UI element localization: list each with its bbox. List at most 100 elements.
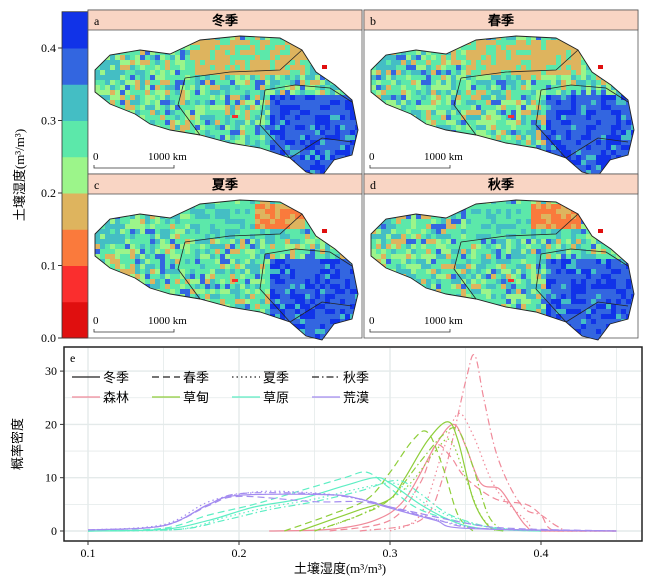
x-tick-label: 0.4 bbox=[534, 546, 549, 560]
region-boundary bbox=[177, 77, 201, 136]
region-boundary bbox=[540, 84, 629, 103]
legend-season-label: 冬季 bbox=[103, 370, 129, 385]
scale-bar-zero: 0 bbox=[369, 315, 375, 327]
chart-panel-letter: e bbox=[70, 351, 75, 365]
map-header bbox=[363, 173, 639, 195]
density-curve bbox=[314, 426, 504, 532]
region-boundary bbox=[289, 301, 353, 323]
region-boundary bbox=[264, 84, 353, 103]
map-season-title: 春季 bbox=[487, 13, 514, 28]
colorbar-tick-label: 0.4 bbox=[41, 41, 56, 55]
legend-season-label: 春季 bbox=[183, 370, 209, 385]
map-panel-letter: b bbox=[370, 14, 376, 28]
y-tick-label: 30 bbox=[45, 364, 57, 378]
colorbar-bin bbox=[62, 301, 88, 339]
density-curve bbox=[284, 430, 474, 532]
legend-cover-label: 草原 bbox=[263, 390, 289, 405]
map-panel-a: a 冬季 0 1000 km bbox=[87, 9, 363, 177]
x-tick-label: 0.3 bbox=[383, 546, 398, 560]
colorbar-bin bbox=[62, 84, 88, 121]
density-curves bbox=[87, 354, 617, 532]
dry-spot bbox=[322, 229, 327, 233]
colorbar-label: 土壤湿度(m³/m³) bbox=[12, 129, 27, 221]
plateau-outline bbox=[94, 199, 359, 341]
map-header bbox=[87, 173, 363, 195]
colorbar-tick-label: 0.0 bbox=[41, 331, 56, 345]
legend-cover-label: 森林 bbox=[103, 390, 129, 405]
region-boundary bbox=[184, 49, 303, 79]
colorbar-bin bbox=[62, 11, 88, 49]
map-panel-c: c 夏季 0 1000 km bbox=[87, 173, 363, 341]
colorbar: 0.0 0.1 0.2 0.3 0.4 bbox=[41, 11, 89, 345]
map-header bbox=[87, 9, 363, 31]
region-boundary bbox=[453, 241, 477, 300]
colorbar-bin bbox=[62, 229, 88, 266]
density-curve bbox=[87, 477, 542, 532]
scale-bar-label: 1000 km bbox=[424, 315, 463, 327]
region-boundary bbox=[259, 253, 291, 323]
scale-bar bbox=[369, 329, 451, 333]
plateau-outline bbox=[370, 35, 635, 177]
scale-bar-zero: 0 bbox=[93, 151, 99, 163]
density-curve bbox=[329, 444, 617, 532]
colorbar-tick-label: 0.3 bbox=[41, 114, 56, 128]
map-panels: a 冬季 0 1000 km b 春季 0 1000 km c 夏季 0 1000 km d 秋季 0 100… bbox=[87, 9, 639, 341]
map-panel-b: b 春季 0 1000 km bbox=[363, 9, 639, 177]
colorbar-bin bbox=[62, 265, 88, 303]
x-tick-label: 0.2 bbox=[232, 546, 247, 560]
chart-frame bbox=[63, 346, 643, 542]
region-boundary bbox=[264, 248, 353, 267]
scale-bar bbox=[93, 165, 175, 169]
dry-spot bbox=[322, 65, 327, 69]
legend-season-label: 夏季 bbox=[263, 370, 289, 385]
scale-bar-label: 1000 km bbox=[148, 151, 187, 163]
region-boundary bbox=[177, 241, 201, 300]
region-boundary bbox=[565, 137, 629, 159]
density-curve bbox=[87, 492, 617, 532]
scale-bar-label: 1000 km bbox=[148, 315, 187, 327]
scale-bar-zero: 0 bbox=[369, 151, 375, 163]
x-tick-label: 0.1 bbox=[81, 546, 96, 560]
plateau-outline bbox=[94, 35, 359, 177]
dry-spot bbox=[508, 279, 514, 282]
legend-season-label: 秋季 bbox=[343, 370, 369, 385]
map-panel-letter: a bbox=[94, 14, 100, 28]
scale-bar-zero: 0 bbox=[93, 315, 99, 327]
map-panel-letter: d bbox=[370, 178, 376, 192]
dry-spot bbox=[598, 229, 603, 233]
region-boundary bbox=[289, 137, 353, 159]
dry-spot bbox=[232, 115, 238, 118]
map-panel-letter: c bbox=[94, 178, 99, 192]
density-curve bbox=[87, 490, 617, 532]
density-curve bbox=[359, 354, 617, 532]
region-boundary bbox=[259, 89, 291, 159]
legend-cover-label: 草甸 bbox=[183, 390, 209, 405]
legend-cover-label: 荒漠 bbox=[343, 390, 369, 405]
density-curve bbox=[389, 412, 617, 532]
dry-spot bbox=[598, 65, 603, 69]
colorbar-tick-label: 0.2 bbox=[41, 186, 56, 200]
dry-spot bbox=[508, 115, 514, 118]
y-axis-label: 概率密度 bbox=[10, 418, 25, 470]
region-boundary bbox=[535, 253, 567, 323]
density-curve bbox=[87, 479, 542, 532]
map-season-title: 冬季 bbox=[212, 13, 238, 28]
scale-bar bbox=[369, 165, 451, 169]
map-panel-d: d 秋季 0 1000 km bbox=[363, 173, 639, 341]
colorbar-bin bbox=[62, 156, 88, 194]
region-boundary bbox=[453, 77, 477, 136]
dry-spot bbox=[232, 279, 238, 282]
x-axis-label: 土壤湿度(m³/m³) bbox=[294, 561, 386, 576]
region-boundary bbox=[460, 213, 579, 243]
y-tick-label: 10 bbox=[45, 471, 57, 485]
map-season-title: 夏季 bbox=[211, 177, 238, 192]
y-tick-label: 0 bbox=[51, 524, 57, 538]
scale-bar-label: 1000 km bbox=[424, 151, 463, 163]
scale-bar bbox=[93, 329, 175, 333]
colorbar-bin bbox=[62, 193, 88, 230]
y-tick-label: 20 bbox=[45, 417, 57, 431]
map-season-title: 秋季 bbox=[488, 177, 514, 192]
